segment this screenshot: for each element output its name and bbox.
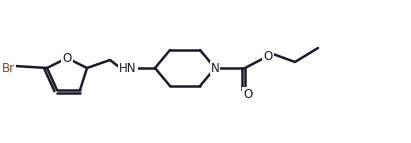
Text: O: O [62, 51, 72, 64]
Text: O: O [243, 88, 253, 101]
Text: Br: Br [1, 61, 14, 75]
Text: HN: HN [119, 61, 137, 75]
Text: O: O [263, 49, 272, 62]
Text: N: N [210, 61, 219, 75]
